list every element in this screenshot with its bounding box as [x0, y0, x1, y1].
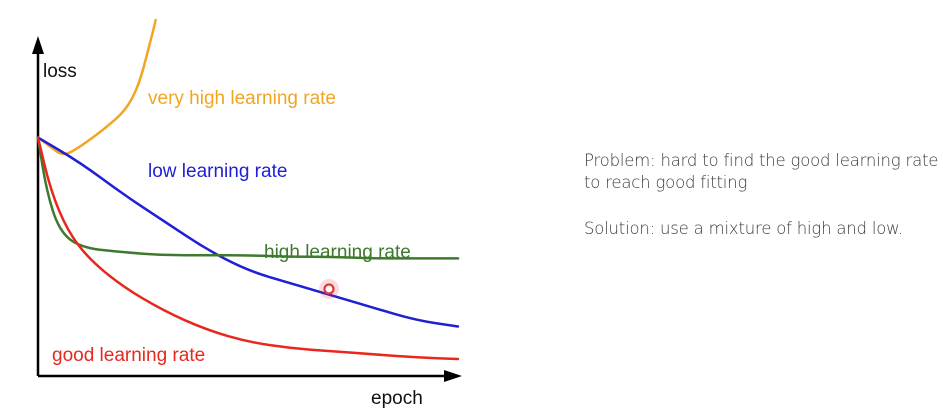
series-line-high — [36, 136, 460, 260]
notes-panel: Problem: hard to find the good learning … — [584, 150, 939, 240]
learning-rate-chart: loss epoch very high learning rate low l… — [32, 18, 462, 409]
y-axis-label: loss — [43, 61, 77, 82]
cursor-indicator — [319, 279, 339, 299]
label-good-learning-rate: good learning rate — [52, 345, 205, 366]
solution-text: Solution: use a mixture of high and low. — [584, 219, 903, 238]
label-low-learning-rate: low learning rate — [148, 161, 287, 182]
y-axis-arrowhead — [32, 36, 44, 54]
series-group — [36, 18, 460, 361]
series-line-low — [36, 136, 460, 328]
label-high-learning-rate: high learning rate — [264, 242, 411, 263]
series-line-good — [36, 136, 460, 361]
problem-text: Problem: hard to find the good learning … — [584, 151, 939, 192]
label-very-high-learning-rate: very high learning rate — [148, 88, 336, 109]
series-line-very-high — [36, 18, 157, 156]
x-axis-arrowhead — [444, 370, 462, 382]
x-axis-label: epoch — [371, 388, 423, 409]
